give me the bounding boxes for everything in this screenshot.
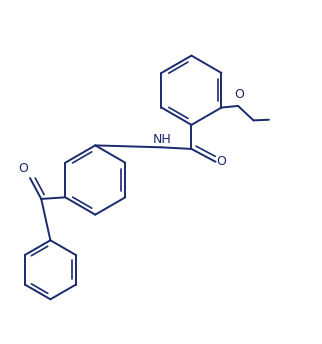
Text: O: O [216, 155, 226, 168]
Text: O: O [234, 88, 244, 101]
Text: NH: NH [153, 133, 172, 146]
Text: O: O [19, 162, 29, 175]
